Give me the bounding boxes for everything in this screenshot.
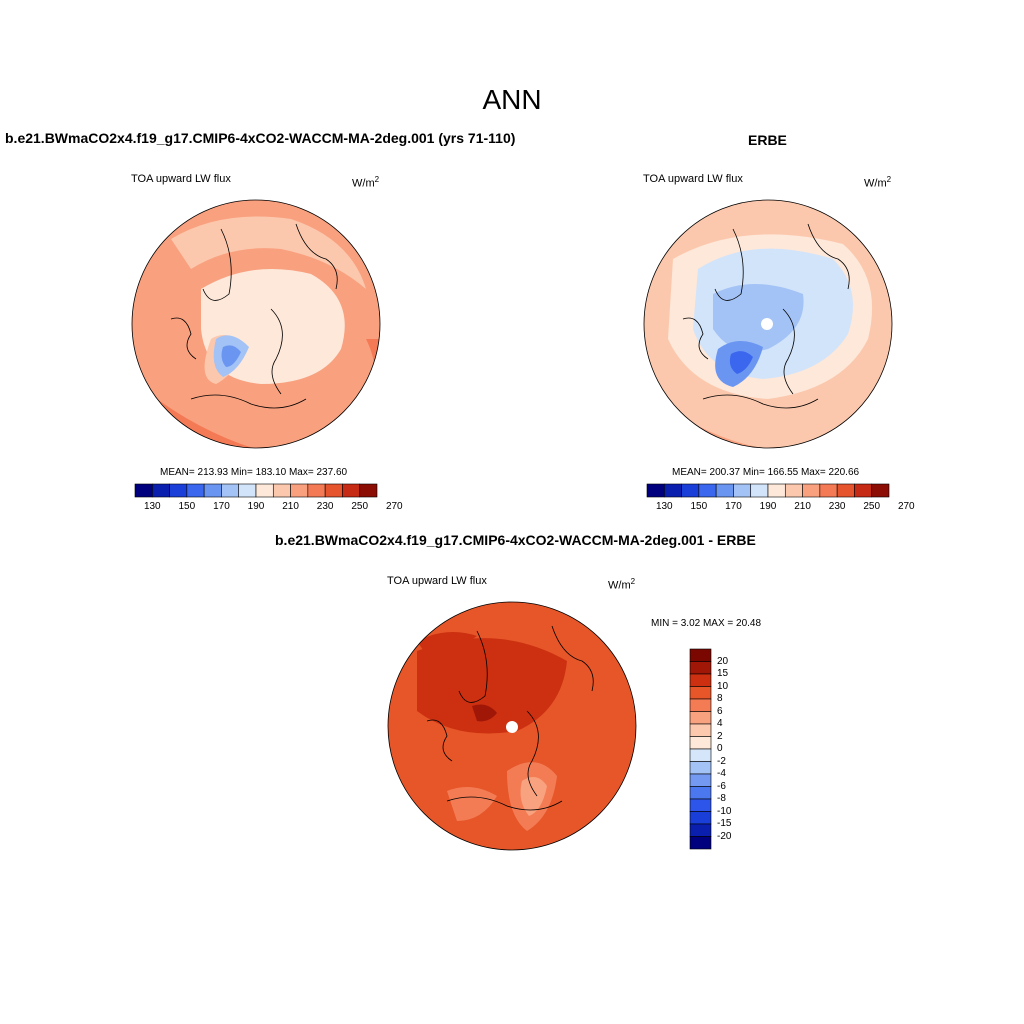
diff-colorbar-tick-label: 6 [717, 705, 723, 717]
right-colorbar-tick-label: 170 [725, 501, 742, 512]
left-colorbar [134, 483, 378, 498]
left-variable-label: TOA upward LW flux [131, 173, 231, 185]
diff-colorbar-swatch [689, 773, 712, 787]
diff-colorbar-swatch [689, 761, 712, 775]
diff-colorbar-swatch [689, 661, 712, 675]
colorbar-swatch [290, 483, 309, 498]
left-colorbar-tick-label: 130 [143, 501, 161, 512]
diff-polar-map [387, 601, 637, 851]
left-polar-map [131, 199, 381, 449]
colorbar-swatch [134, 483, 153, 498]
colorbar-swatch [151, 483, 170, 498]
colorbar-swatch [186, 483, 205, 498]
left-panel-title: b.e21.BWmaCO2x4.f19_g17.CMIP6-4xCO2-WACC… [5, 130, 516, 146]
diff-colorbar-swatch [689, 711, 712, 725]
right-variable-label: TOA upward LW flux [643, 173, 743, 185]
left-colorbar-tick-label: 150 [178, 501, 196, 512]
diff-colorbar-swatch [689, 673, 712, 687]
colorbar-swatch [698, 483, 717, 498]
diff-colorbar-swatch [689, 823, 712, 837]
diff-colorbar-swatch [689, 648, 712, 662]
diff-colorbar-ticks: 20 15 10 8 6 4 2 0 -2 -4 -6 -8 -10 -15 -20 [717, 649, 757, 849]
right-colorbar-tick-label: 150 [690, 501, 708, 512]
right-polar-map [643, 199, 893, 449]
diff-colorbar-swatch [689, 698, 712, 712]
diff-colorbar-tick-label: 0 [717, 743, 723, 754]
diff-colorbar-tick-label: -10 [717, 805, 732, 817]
colorbar-swatch [221, 483, 240, 498]
colorbar-swatch [681, 483, 700, 498]
right-colorbar-tick-label: 230 [828, 501, 846, 512]
colorbar-swatch [646, 483, 665, 498]
diff-colorbar-tick-label: -2 [717, 755, 726, 767]
diff-colorbar-tick-label: -8 [717, 793, 726, 804]
diff-colorbar-tick-label: -4 [717, 768, 726, 779]
diff-colorbar-swatch [689, 836, 712, 850]
right-colorbar-ticks: 130 150 170 190 210 230 250 270 [647, 501, 915, 515]
left-stats: MEAN= 213.93 Min= 183.10 Max= 237.60 [160, 467, 348, 478]
diff-colorbar-tick-label: 2 [717, 730, 723, 742]
diff-colorbar-tick-label: 15 [717, 668, 729, 679]
diff-panel-title: b.e21.BWmaCO2x4.f19_g17.CMIP6-4xCO2-WACC… [275, 532, 756, 548]
colorbar-swatch [342, 483, 361, 498]
diff-colorbar-tick-label: -20 [717, 830, 732, 842]
left-colorbar-tick-label: 270 [385, 501, 403, 512]
left-colorbar-tick-label: 210 [282, 501, 299, 512]
right-colorbar-tick-label: 250 [863, 501, 881, 512]
diff-colorbar-swatch [689, 798, 712, 812]
colorbar-swatch [871, 483, 890, 498]
right-stats: MEAN= 200.37 Min= 166.55 Max= 220.66 [672, 467, 860, 478]
colorbar-swatch [802, 483, 821, 498]
right-colorbar-tick-label: 190 [759, 501, 777, 512]
left-units-label: W/m2 [352, 175, 380, 190]
diff-colorbar-swatch [689, 786, 712, 800]
left-colorbar-tick-label: 170 [213, 501, 230, 512]
colorbar-swatch [767, 483, 786, 498]
colorbar-swatch [750, 483, 769, 498]
diff-colorbar-tick-label: 20 [717, 655, 729, 667]
left-colorbar-tick-label: 190 [247, 501, 265, 512]
colorbar-swatch [733, 483, 752, 498]
colorbar-swatch [255, 483, 274, 498]
diff-colorbar-swatch [689, 686, 712, 700]
right-units-label: W/m2 [864, 175, 892, 190]
colorbar-swatch [203, 483, 222, 498]
diff-colorbar-tick-label: 10 [717, 680, 729, 692]
diff-variable-label: TOA upward LW flux [387, 575, 487, 587]
diff-colorbar-tick-label: -6 [717, 780, 726, 792]
diff-minmax: MIN = 3.02 MAX = 20.48 [651, 618, 762, 629]
right-colorbar-tick-label: 210 [794, 501, 811, 512]
diff-colorbar-swatch [689, 736, 712, 750]
diff-colorbar-swatch [689, 811, 712, 825]
diff-units-label: W/m2 [608, 577, 636, 592]
colorbar-swatch [819, 483, 838, 498]
colorbar-swatch [169, 483, 188, 498]
colorbar-swatch [324, 483, 343, 498]
diff-colorbar-tick-label: -15 [717, 818, 732, 829]
left-colorbar-tick-label: 250 [351, 501, 369, 512]
diff-colorbar-swatch [689, 748, 712, 762]
colorbar-swatch [663, 483, 682, 498]
colorbar-swatch [272, 483, 291, 498]
colorbar-swatch [715, 483, 734, 498]
left-colorbar-tick-label: 230 [316, 501, 334, 512]
diff-colorbar-swatch [689, 723, 712, 737]
right-colorbar-tick-label: 130 [655, 501, 673, 512]
right-colorbar-tick-label: 270 [897, 501, 915, 512]
left-colorbar-ticks: 130 150 170 190 210 230 250 270 [135, 501, 403, 515]
colorbar-swatch [359, 483, 378, 498]
right-colorbar [646, 483, 890, 498]
colorbar-swatch [238, 483, 257, 498]
diff-colorbar [689, 648, 712, 850]
right-panel-title: ERBE [748, 132, 787, 148]
colorbar-swatch [854, 483, 873, 498]
diff-colorbar-tick-label: 8 [717, 693, 723, 704]
diff-colorbar-tick-label: 4 [717, 718, 723, 729]
main-title: ANN [482, 84, 542, 115]
colorbar-swatch [784, 483, 803, 498]
colorbar-swatch [307, 483, 326, 498]
colorbar-swatch [836, 483, 855, 498]
